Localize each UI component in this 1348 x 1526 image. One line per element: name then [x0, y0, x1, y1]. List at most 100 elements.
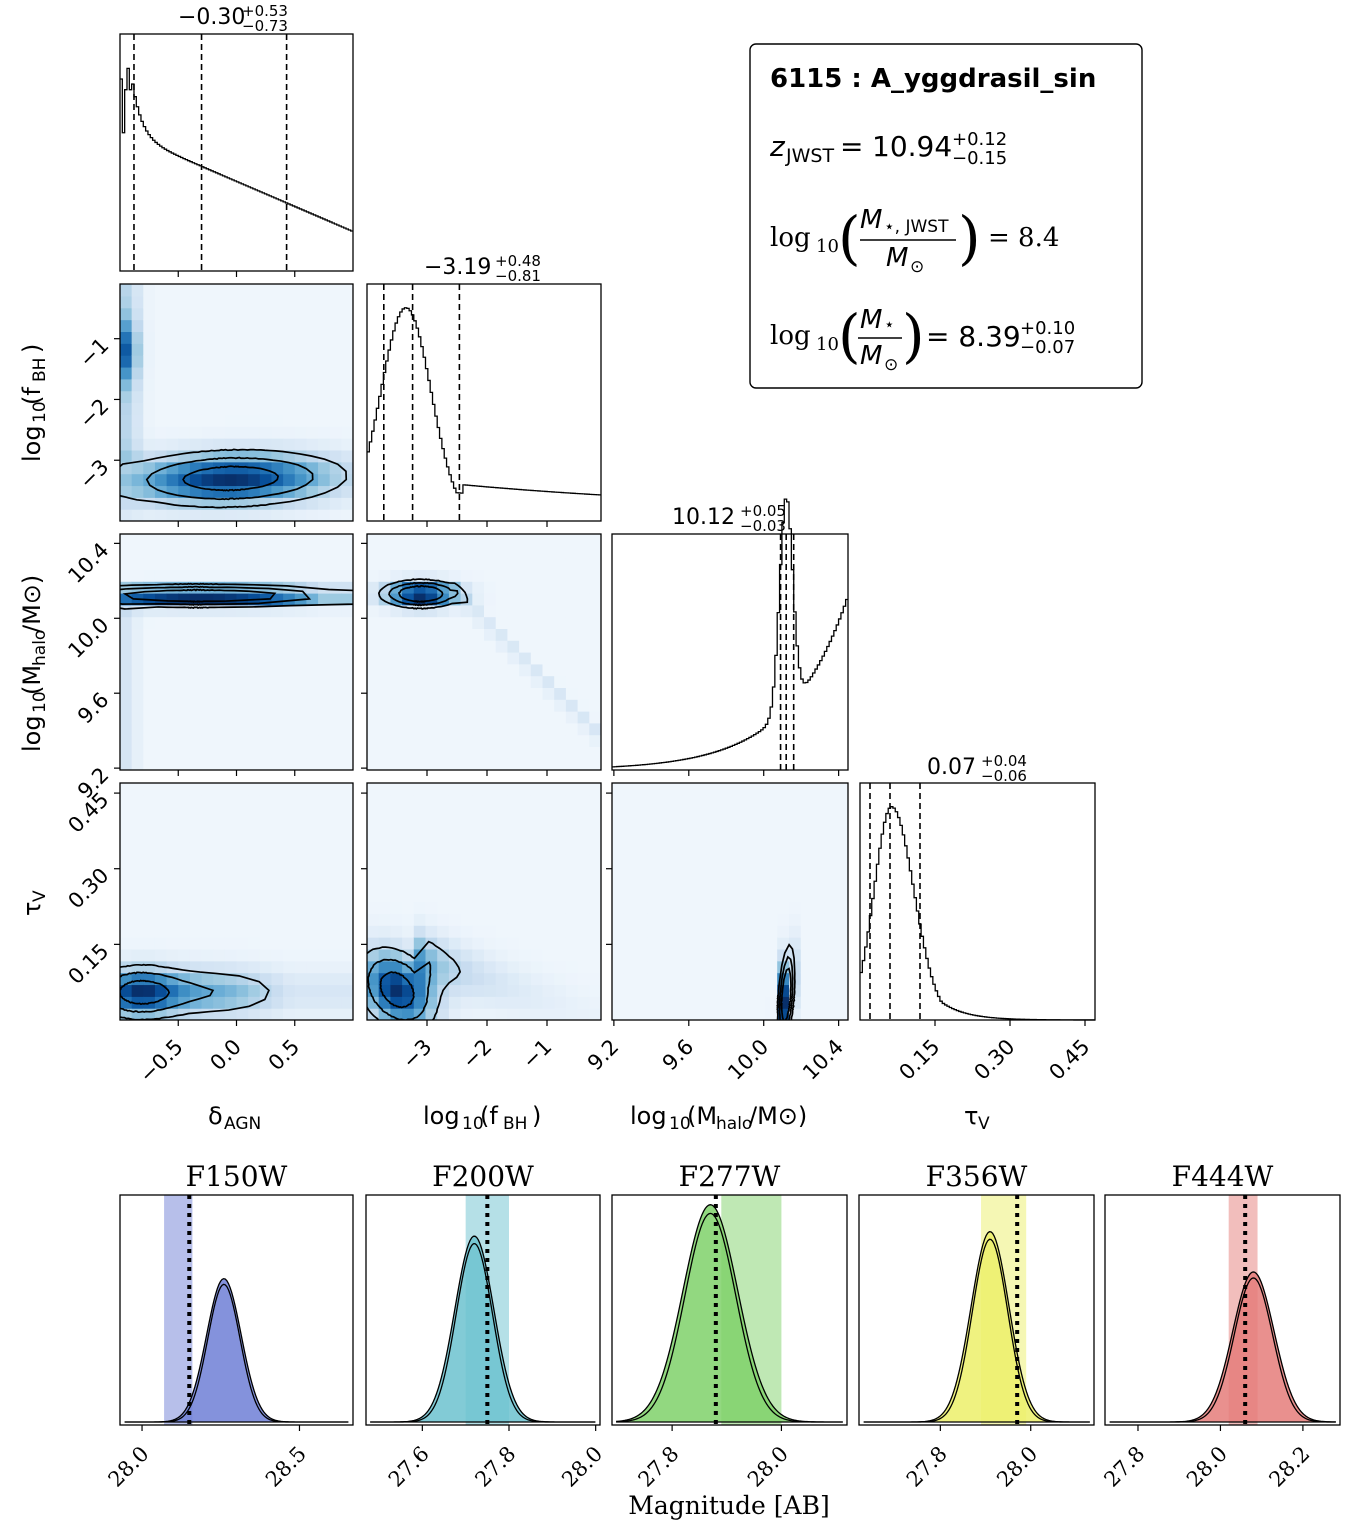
density-cell: [565, 628, 579, 641]
density-cell: [507, 640, 520, 653]
density-cell: [131, 984, 144, 997]
density-cell: [201, 378, 214, 392]
density-cell: [413, 877, 427, 891]
density-cell: [460, 984, 473, 997]
density-cell: [554, 960, 567, 974]
density-cell: [271, 996, 284, 1009]
density-cell: [623, 960, 637, 974]
density-cell: [120, 901, 133, 914]
density-cell: [530, 806, 544, 820]
density-cell: [329, 307, 342, 321]
density-cell: [425, 818, 438, 831]
density-cell: [718, 1008, 731, 1020]
density-cell: [589, 675, 601, 688]
density-cell: [318, 593, 331, 606]
density-cell: [213, 699, 226, 712]
density-cell: [248, 390, 261, 404]
density-cell: [283, 711, 296, 724]
title-delta-minus: −0.73: [242, 17, 288, 35]
density-cell: [659, 984, 672, 997]
density-cell: [448, 711, 462, 724]
density-cell: [448, 937, 462, 950]
density-cell: [530, 628, 544, 641]
density-cell: [425, 545, 438, 559]
density-cell: [154, 378, 168, 392]
density-cell: [329, 534, 342, 547]
density-cell: [565, 972, 579, 986]
ytick-label-tau-1: 0.30: [63, 863, 113, 913]
histogram-delta: [120, 67, 353, 232]
density-cell: [647, 794, 660, 808]
density-cell: [565, 534, 579, 547]
density-cell: [753, 783, 766, 796]
title-mhalo-median: 10.12: [672, 505, 735, 530]
density-cell: [753, 889, 766, 903]
density-cell: [131, 426, 144, 439]
density-cell: [283, 652, 296, 665]
density-cell: [283, 426, 296, 439]
density-cell: [589, 557, 601, 570]
density-cell: [824, 794, 837, 808]
density-cell: [367, 652, 380, 665]
density-cell: [390, 663, 403, 677]
density-cell: [248, 509, 261, 521]
density-cell: [283, 794, 296, 808]
density-cell: [413, 948, 427, 962]
contour-mhalo-vs-fbh-1: [388, 581, 459, 607]
density-cell: [306, 295, 319, 309]
density-cell: [166, 497, 179, 510]
density-cell: [448, 865, 462, 879]
density-cell: [224, 675, 238, 688]
density-cell: [577, 699, 590, 712]
density-cell: [131, 901, 144, 914]
density-cell: [166, 783, 179, 796]
density-cell: [519, 830, 532, 843]
density-cell: [530, 996, 544, 1009]
density-cell: [753, 925, 766, 938]
density-cell: [166, 711, 179, 724]
density-cell: [131, 509, 144, 521]
density-cell: [248, 913, 261, 926]
density-cell: [730, 783, 743, 796]
density-cell: [789, 830, 802, 843]
density-cell: [589, 734, 601, 747]
density-cell: [306, 675, 319, 688]
density-cell: [271, 901, 284, 914]
density-cell: [824, 854, 837, 867]
panel-mhalo-vs-fbh: [361, 533, 602, 776]
density-cell: [836, 1008, 848, 1020]
density-cell: [189, 378, 203, 392]
density-cell: [741, 854, 755, 867]
density-cell: [201, 390, 214, 404]
mag-xtick-label-F200W-1: 27.8: [470, 1442, 520, 1492]
density-cell: [718, 889, 731, 903]
density-cell: [329, 355, 342, 368]
density-cell: [294, 783, 307, 796]
density-cell: [120, 734, 133, 747]
density-cell: [306, 331, 319, 344]
density-cell: [495, 711, 508, 724]
density-cell: [189, 854, 203, 867]
density-cell: [318, 889, 331, 903]
density-cell: [189, 652, 203, 665]
density-cell: [131, 652, 144, 665]
density-cell: [329, 984, 342, 997]
density-cell: [448, 687, 462, 700]
density-cell: [120, 509, 133, 521]
density-cell: [659, 794, 672, 808]
density-cell: [143, 984, 156, 997]
density-cell: [294, 534, 307, 547]
xlabel-delta-main: δ: [208, 1102, 223, 1130]
density-cell: [248, 889, 261, 903]
density-cell: [341, 461, 353, 475]
contour-mhalo-vs-delta-1: [120, 585, 312, 607]
density-cell: [143, 925, 156, 938]
density-cell: [259, 734, 273, 747]
density-cell: [178, 901, 191, 914]
density-cell: [178, 307, 191, 321]
density-cell: [318, 937, 331, 950]
density-cell: [635, 854, 648, 867]
xlabel-fbh-tail-sub: BH: [503, 1114, 527, 1134]
